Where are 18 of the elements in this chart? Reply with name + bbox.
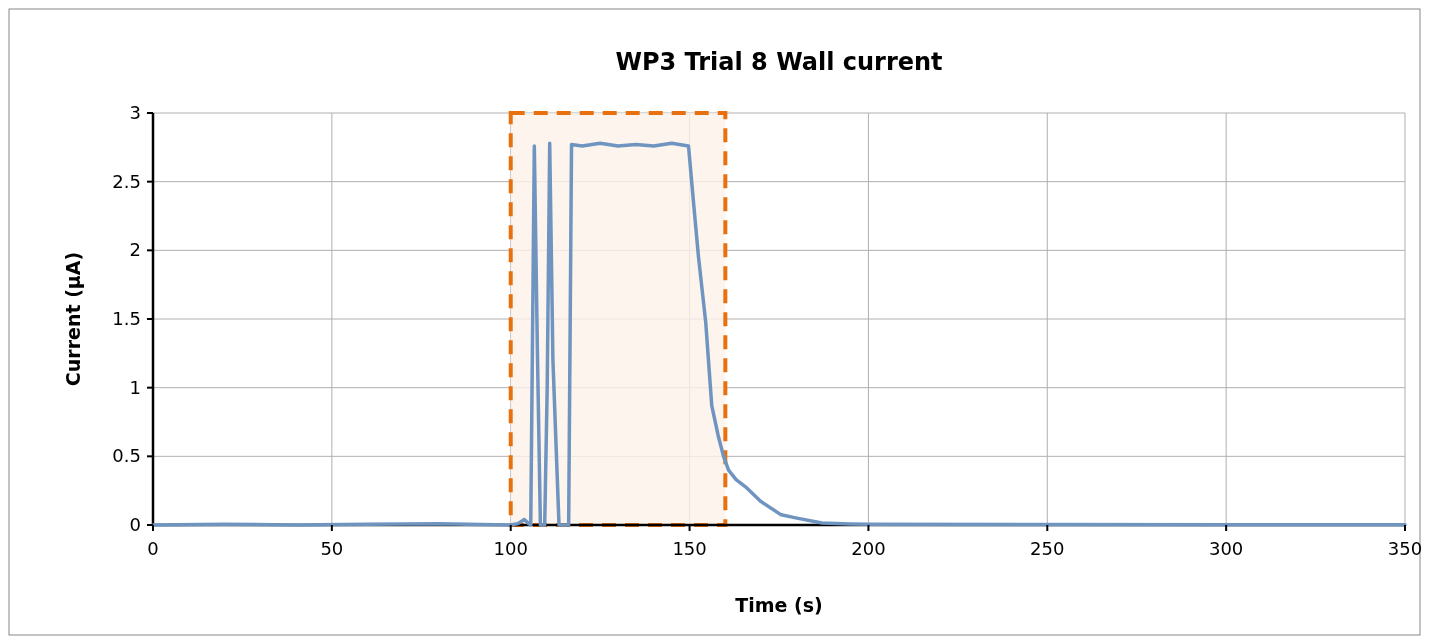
x-tick-label: 50 bbox=[320, 538, 344, 559]
y-axis-title: Current (µA) bbox=[62, 251, 84, 387]
x-axis-title: Time (s) bbox=[735, 594, 823, 616]
x-tick-label: 250 bbox=[1030, 538, 1065, 559]
y-tick-label: 0 bbox=[129, 514, 141, 535]
x-tick-label: 350 bbox=[1387, 538, 1423, 559]
y-tick-label: 3 bbox=[129, 102, 141, 123]
x-tick-label: 0 bbox=[147, 538, 159, 559]
y-tick-label: 1.5 bbox=[112, 308, 141, 329]
x-tick-label: 150 bbox=[672, 538, 707, 559]
y-tick-label: 2.5 bbox=[112, 170, 141, 192]
chart-title: WP3 Trial 8 Wall current bbox=[615, 48, 943, 76]
y-tick-label: 2 bbox=[129, 239, 141, 261]
y-tick-label: 1 bbox=[129, 376, 141, 398]
x-tick-label: 100 bbox=[493, 538, 528, 559]
y-tick-label: 0.5 bbox=[112, 445, 141, 467]
x-tick-label: 300 bbox=[1208, 538, 1244, 559]
x-tick-label: 200 bbox=[851, 538, 886, 559]
